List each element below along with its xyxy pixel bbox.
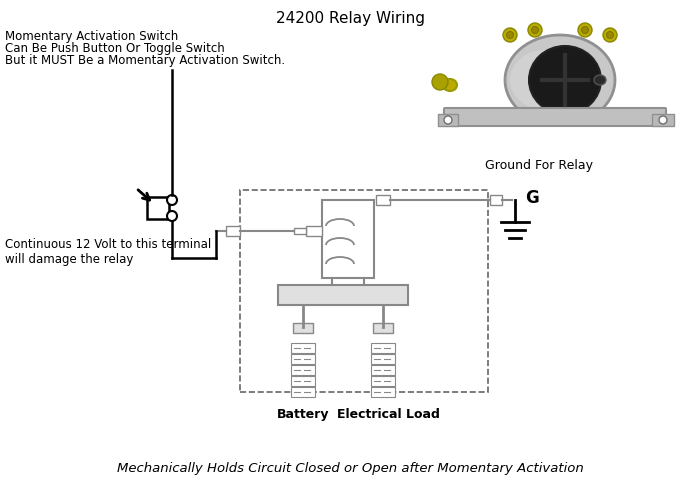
Text: Mechanically Holds Circuit Closed or Open after Momentary Activation: Mechanically Holds Circuit Closed or Ope… (117, 462, 583, 475)
FancyBboxPatch shape (444, 108, 666, 126)
Circle shape (507, 32, 514, 38)
Circle shape (528, 23, 542, 37)
Text: Momentary Activation Switch: Momentary Activation Switch (5, 30, 178, 43)
Text: Ground For Relay: Ground For Relay (485, 159, 593, 172)
Ellipse shape (443, 79, 457, 91)
Bar (291, 376, 315, 386)
Text: G: G (525, 189, 539, 207)
Circle shape (603, 28, 617, 42)
Circle shape (606, 32, 613, 38)
Circle shape (659, 116, 667, 124)
Circle shape (444, 116, 452, 124)
Bar (435, 15, 690, 135)
Circle shape (578, 23, 592, 37)
Bar (371, 365, 395, 375)
Circle shape (503, 28, 517, 42)
Ellipse shape (594, 75, 606, 85)
Circle shape (167, 195, 177, 205)
Text: Can Be Push Button Or Toggle Switch: Can Be Push Button Or Toggle Switch (5, 42, 225, 55)
Text: 24200 Relay Wiring: 24200 Relay Wiring (276, 11, 424, 26)
Text: But it MUST Be a Momentary Activation Switch.: But it MUST Be a Momentary Activation Sw… (5, 54, 285, 67)
Bar (306, 226, 322, 236)
Text: Battery: Battery (276, 408, 329, 421)
Bar (438, 114, 458, 126)
Bar (278, 285, 408, 305)
Bar (147, 197, 169, 219)
Bar (652, 114, 674, 126)
Text: Electrical Load: Electrical Load (337, 408, 440, 421)
Bar (240, 190, 488, 392)
Bar (371, 387, 395, 397)
Bar (371, 376, 395, 386)
Bar (291, 354, 315, 364)
Ellipse shape (529, 46, 601, 114)
Bar (490, 195, 502, 205)
Circle shape (167, 211, 177, 221)
Bar (291, 343, 315, 353)
Bar (371, 354, 395, 364)
Bar (293, 323, 313, 333)
Circle shape (432, 74, 448, 90)
Ellipse shape (510, 50, 580, 110)
Bar (371, 343, 395, 353)
Ellipse shape (505, 35, 615, 125)
Bar (373, 323, 393, 333)
Bar (226, 226, 240, 236)
Bar (291, 387, 315, 397)
Bar (376, 195, 390, 205)
Bar (294, 228, 306, 234)
Circle shape (582, 26, 589, 34)
Bar (291, 365, 315, 375)
Bar (322, 200, 374, 278)
Text: Continuous 12 Volt to this terminal
will damage the relay: Continuous 12 Volt to this terminal will… (5, 238, 211, 266)
Circle shape (531, 26, 538, 34)
